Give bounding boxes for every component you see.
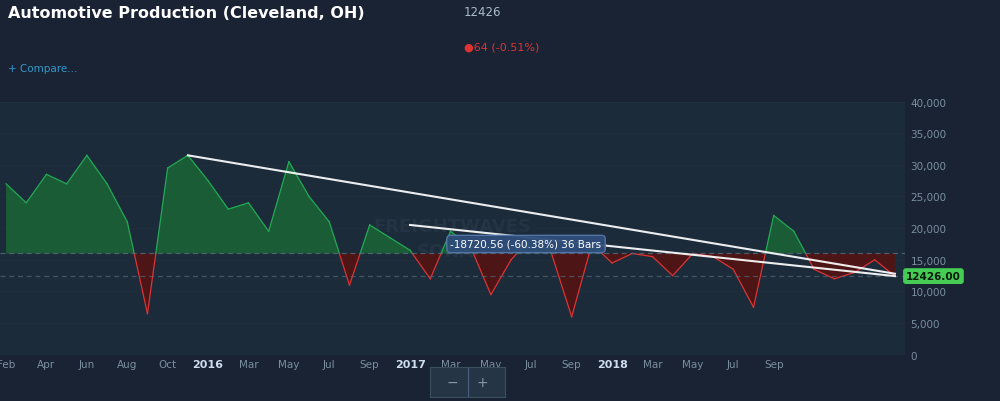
Text: 12426.00: 12426.00: [906, 271, 961, 282]
Text: + Compare...: + Compare...: [8, 64, 77, 74]
Text: ●64 (-0.51%): ●64 (-0.51%): [464, 42, 539, 52]
Text: −: −: [447, 375, 458, 389]
Text: -18720.56 (-60.38%) 36 Bars: -18720.56 (-60.38%) 36 Bars: [450, 239, 602, 249]
Text: FREIGHTWAVES
SONAR: FREIGHTWAVES SONAR: [374, 217, 532, 260]
Text: Automotive Production (Cleveland, OH): Automotive Production (Cleveland, OH): [8, 6, 365, 21]
Text: 12426: 12426: [464, 6, 502, 19]
Text: +: +: [477, 375, 488, 389]
